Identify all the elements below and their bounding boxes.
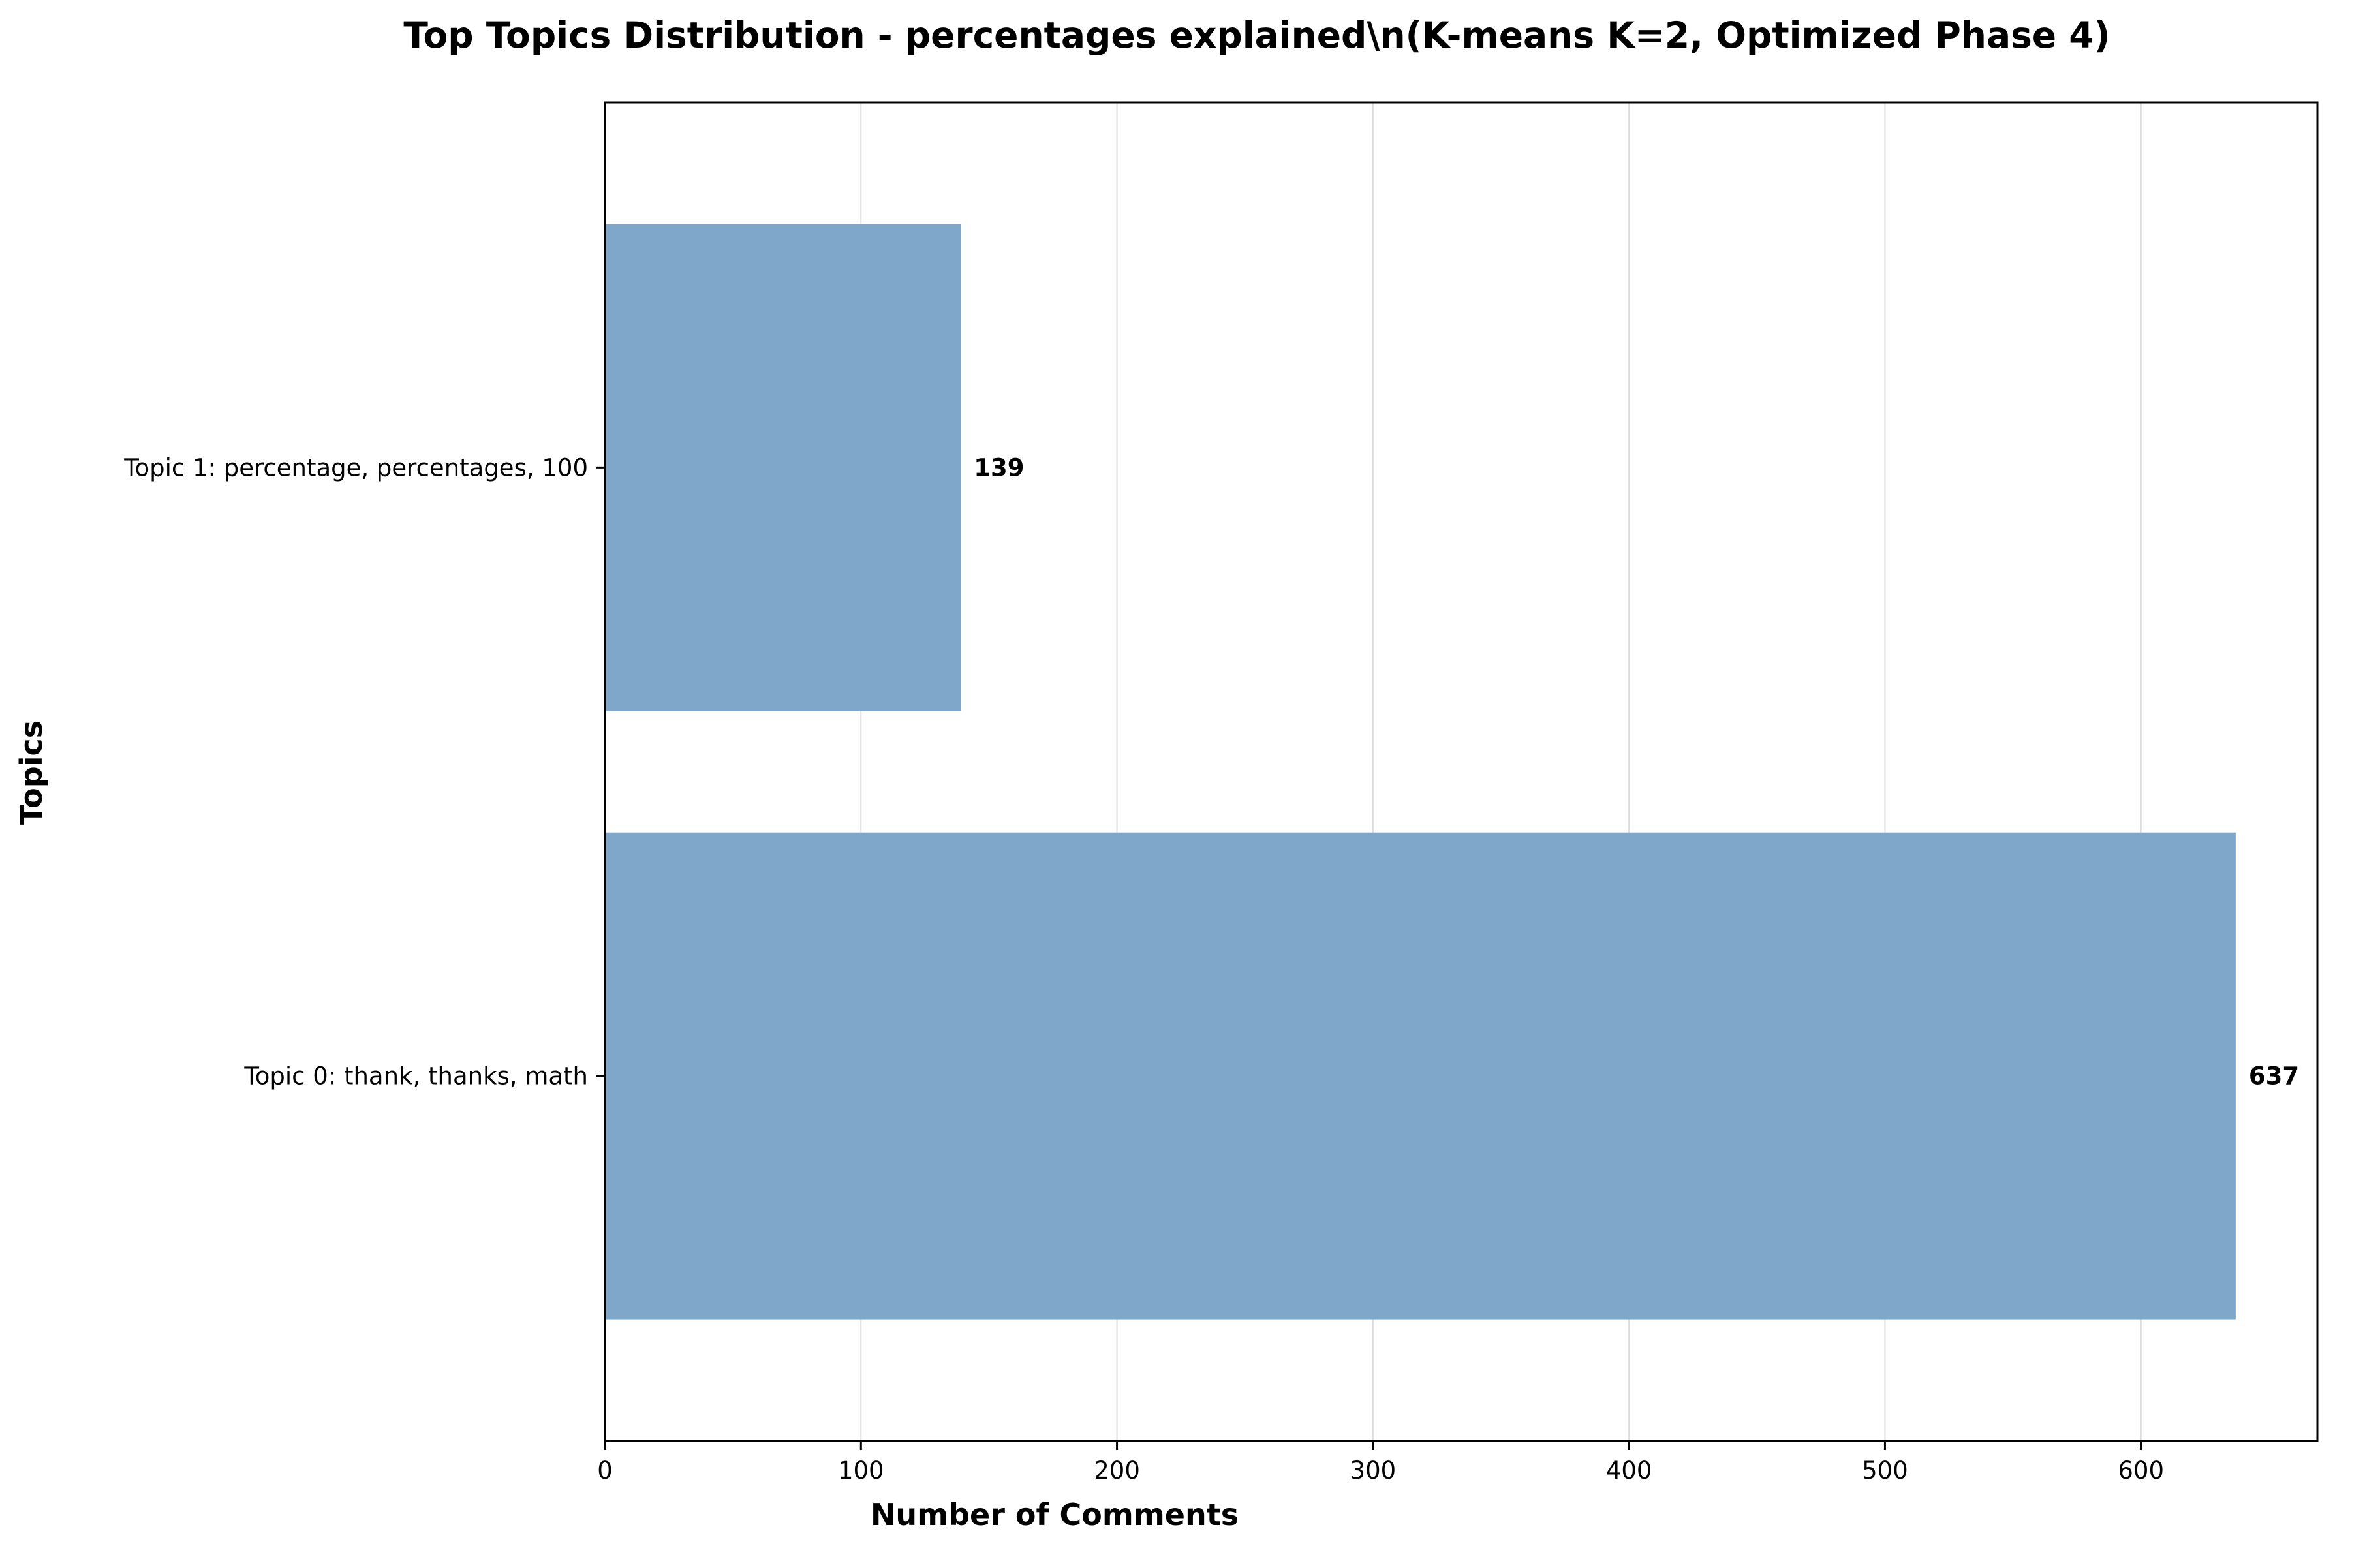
x-tick-label: 400 <box>1606 1457 1652 1485</box>
bars <box>605 224 2236 1320</box>
bar-value-label: 637 <box>2249 1062 2299 1090</box>
chart-title: Top Topics Distribution - percentages ex… <box>403 14 2110 56</box>
x-tick-label: 600 <box>2118 1457 2164 1485</box>
axis-ticks: 0 100 200 300 400 500 600 Topic 0: thank, thank… <box>123 454 2164 1485</box>
bar <box>605 224 961 711</box>
x-tick-label: 0 <box>597 1457 613 1485</box>
y-tick-label: Topic 0: thank, thanks, math <box>243 1062 588 1090</box>
x-tick-label: 200 <box>1094 1457 1140 1485</box>
data-labels: 637 139 <box>974 454 2299 1090</box>
bar <box>605 832 2236 1320</box>
bar-value-label: 139 <box>974 454 1024 482</box>
plot-frame <box>604 101 2319 1442</box>
y-axis-label: Topics <box>14 720 49 825</box>
x-tick-label: 100 <box>838 1457 884 1485</box>
x-axis-label: Number of Comments <box>871 1497 1239 1532</box>
y-tick-label: Topic 1: percentage, percentages, 100 <box>123 454 588 482</box>
x-tick-label: 300 <box>1350 1457 1397 1485</box>
x-tick-label: 500 <box>1862 1457 1908 1485</box>
